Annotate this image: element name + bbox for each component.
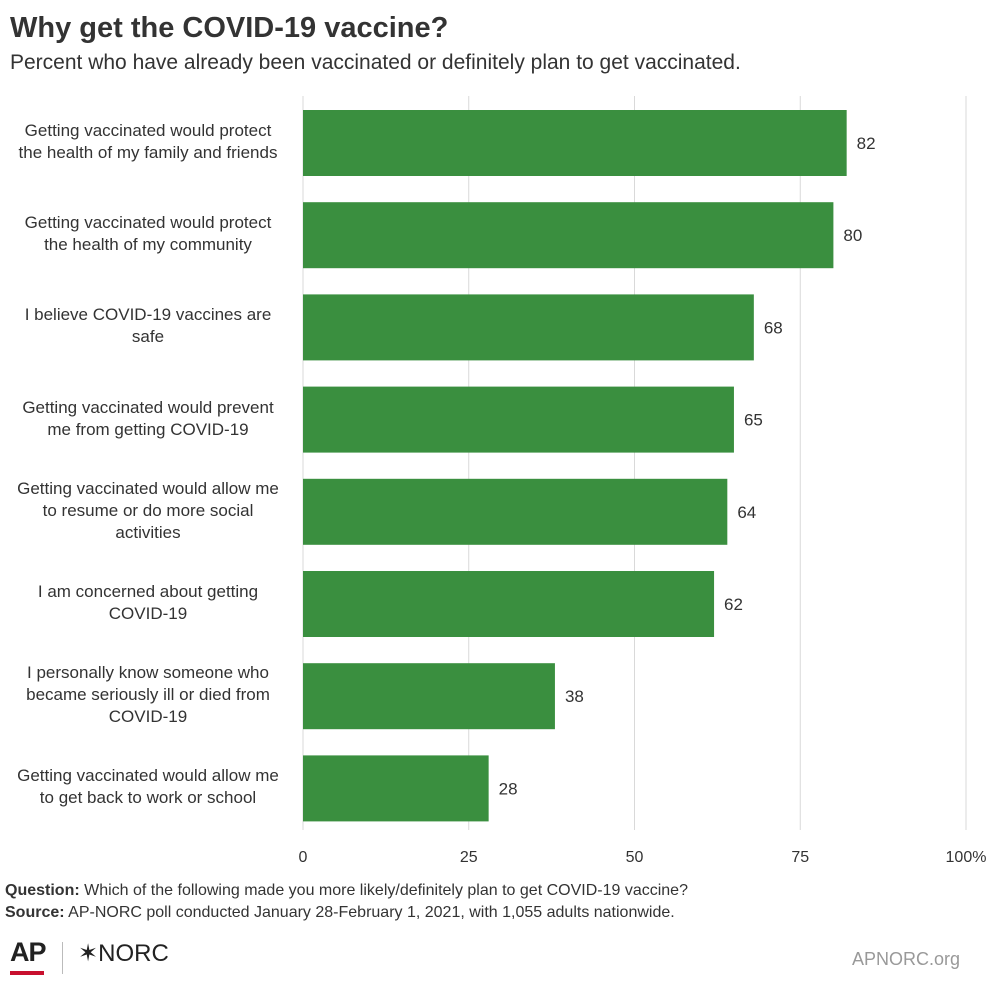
- category-label: Getting vaccinated would protect the heal…: [0, 212, 296, 256]
- source-label: Source:: [5, 904, 65, 921]
- site-link[interactable]: APNORC.org: [851, 949, 960, 969]
- category-label-line: Getting vaccinated would allow me: [17, 766, 279, 786]
- logo-divider: [62, 942, 63, 974]
- category-label: Getting vaccinated would prevent me from …: [0, 397, 296, 441]
- chart-notes: Question: Which of the following made yo…: [5, 880, 688, 924]
- source-note: Source: AP-NORC poll conducted January 2…: [5, 902, 688, 924]
- chart-subtitle: Percent who have already been vaccinated…: [10, 51, 741, 74]
- bar: [303, 571, 715, 637]
- category-label-line: the health of my community: [44, 235, 252, 255]
- x-tick-label: 0: [299, 849, 308, 866]
- bar-chart: 82 80 68 65 64 62 38 28 0 25 50 75 100%: [299, 96, 987, 866]
- bar: [303, 755, 489, 822]
- category-label-line: to get back to work or school: [39, 788, 257, 808]
- category-label: I am concerned about getting COVID-19: [0, 581, 296, 625]
- x-tick-label: 50: [626, 849, 644, 866]
- category-label-line: became seriously ill or died from: [26, 685, 270, 705]
- question-note: Question: Which of the following made yo…: [5, 880, 688, 902]
- ap-logo-underline: [10, 971, 44, 975]
- bar: [303, 202, 834, 269]
- data-label: 80: [843, 226, 862, 245]
- category-label-line: activities: [115, 522, 181, 542]
- data-label: 68: [764, 318, 783, 337]
- category-label: I believe COVID-19 vaccines are safe: [0, 304, 296, 348]
- category-label-line: I believe COVID-19 vaccines are: [24, 305, 272, 325]
- category-label: Getting vaccinated would allow me to resu…: [0, 478, 296, 544]
- data-label: 82: [857, 134, 876, 153]
- category-label-line: I am concerned about getting: [37, 582, 259, 601]
- category-label: I personally know someone who became seri…: [0, 662, 296, 728]
- category-label-line: the health of my family and friends: [18, 143, 278, 162]
- data-label: 64: [737, 503, 756, 522]
- x-axis-ticks: 0 25 50 75 100%: [299, 849, 987, 866]
- category-label-line: Getting vaccinated would protect: [24, 213, 272, 233]
- x-tick-label: 75: [791, 849, 809, 866]
- data-label: 65: [744, 411, 763, 430]
- category-label-line: safe: [131, 327, 165, 347]
- x-tick-label: 25: [460, 849, 478, 866]
- bar: [303, 294, 754, 361]
- category-label-line: me from getting COVID-19: [47, 419, 249, 439]
- bar: [303, 110, 847, 176]
- chart-title: Why get the COVID-19 vaccine?: [10, 12, 449, 44]
- category-label: Getting vaccinated would allow me to get …: [0, 765, 296, 809]
- category-label-line: Getting vaccinated would allow me: [17, 478, 279, 498]
- data-label: 38: [565, 687, 584, 706]
- question-label: Question:: [5, 882, 80, 899]
- bar: [303, 663, 555, 730]
- data-label: 28: [499, 779, 518, 798]
- category-label-line: Getting vaccinated would prevent: [22, 397, 274, 417]
- category-label: Getting vaccinated would protect the heal…: [0, 120, 296, 164]
- source-text: AP-NORC poll conducted January 28-Februa…: [64, 904, 675, 921]
- question-text: Which of the following made you more lik…: [79, 882, 688, 899]
- category-label-line: Getting vaccinated would protect: [24, 121, 272, 140]
- norc-logo: ✶NORC: [78, 940, 169, 967]
- bars: [303, 110, 847, 822]
- data-labels: 82 80 68 65 64 62 38 28: [499, 134, 876, 798]
- bar: [303, 478, 728, 545]
- category-label-line: I personally know someone who: [27, 663, 269, 683]
- category-label-line: COVID-19: [108, 604, 188, 623]
- data-label: 62: [724, 595, 743, 614]
- bar: [303, 386, 734, 453]
- category-label-line: to resume or do more social: [42, 500, 254, 520]
- ap-logo: AP: [10, 937, 47, 967]
- x-tick-label: 100%: [946, 849, 987, 866]
- category-label-line: COVID-19: [108, 707, 188, 727]
